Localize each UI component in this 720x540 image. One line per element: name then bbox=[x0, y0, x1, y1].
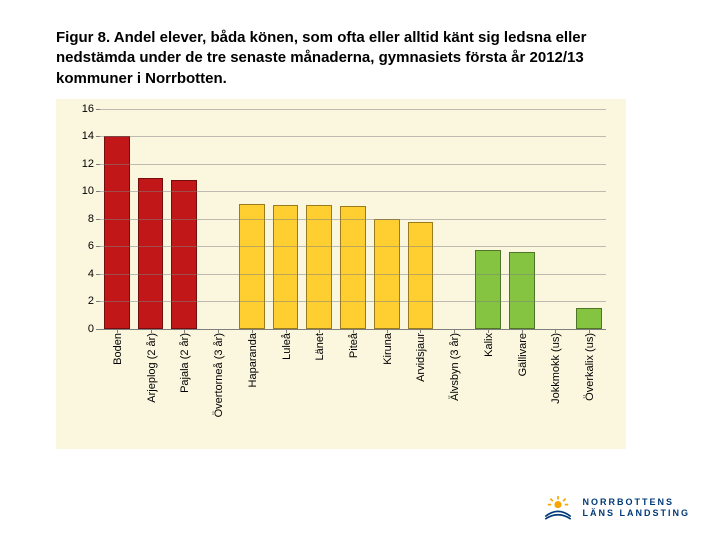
x-tick bbox=[522, 329, 523, 333]
x-tick bbox=[184, 329, 185, 333]
brand-logo: NORRBOTTENS LÄNS LANDSTING bbox=[541, 494, 691, 522]
bar bbox=[475, 250, 501, 328]
x-axis-labels: Boden Arjeplog (2 år) Pajala (2 år) Övertor… bbox=[100, 333, 606, 449]
x-tick bbox=[488, 329, 489, 333]
x-tick bbox=[218, 329, 219, 333]
x-tick-label: Arvidsjaur bbox=[415, 333, 427, 382]
x-tick-label: Kalix bbox=[483, 333, 495, 357]
bar bbox=[239, 204, 265, 329]
y-tick-label: 16 bbox=[82, 103, 94, 115]
x-tick-label: Luleå bbox=[281, 333, 293, 360]
y-tick-label: 2 bbox=[88, 295, 94, 307]
x-tick-label: Länet bbox=[314, 333, 326, 361]
x-tick bbox=[420, 329, 421, 333]
x-tick bbox=[117, 329, 118, 333]
bar bbox=[104, 136, 130, 329]
bar bbox=[273, 205, 299, 329]
y-tick bbox=[96, 329, 100, 330]
y-tick bbox=[96, 301, 100, 302]
x-tick bbox=[387, 329, 388, 333]
x-tick-label: Arjeplog (2 år) bbox=[146, 333, 158, 403]
y-tick bbox=[96, 164, 100, 165]
grid-line bbox=[100, 191, 606, 192]
grid-line bbox=[100, 274, 606, 275]
bar bbox=[576, 308, 602, 329]
plot-area: 0246810121416 bbox=[100, 109, 606, 329]
brand-line1: NORRBOTTENS bbox=[583, 497, 691, 508]
y-tick-label: 4 bbox=[88, 268, 94, 280]
y-tick bbox=[96, 136, 100, 137]
bar bbox=[306, 205, 332, 329]
y-tick-label: 14 bbox=[82, 130, 94, 142]
chart-container: 0246810121416 BodenArjeplog (2 år)Pajala… bbox=[56, 99, 626, 449]
x-tick-label: Överkalix (us) bbox=[584, 333, 596, 401]
x-tick bbox=[151, 329, 152, 333]
y-tick bbox=[96, 191, 100, 192]
brand-line2: LÄNS LANDSTING bbox=[583, 508, 691, 519]
grid-line bbox=[100, 109, 606, 110]
bar bbox=[408, 222, 434, 329]
figure-title: Figur 8. Andel elever, båda könen, som o… bbox=[56, 28, 656, 89]
grid-line bbox=[100, 136, 606, 137]
x-tick bbox=[319, 329, 320, 333]
bar bbox=[340, 206, 366, 328]
y-tick-label: 12 bbox=[82, 158, 94, 170]
y-tick bbox=[96, 219, 100, 220]
grid-line bbox=[100, 219, 606, 220]
y-tick bbox=[96, 274, 100, 275]
sun-icon bbox=[541, 494, 575, 522]
grid-line bbox=[100, 164, 606, 165]
y-tick bbox=[96, 109, 100, 110]
x-tick-label: Boden bbox=[112, 333, 124, 365]
x-tick bbox=[252, 329, 253, 333]
y-tick-label: 6 bbox=[88, 240, 94, 252]
y-tick-label: 8 bbox=[88, 213, 94, 225]
x-tick-label: Gällivare bbox=[517, 333, 529, 376]
x-tick-label: Jokkmokk (us) bbox=[550, 333, 562, 404]
x-tick-label: Piteå bbox=[348, 333, 360, 358]
y-tick bbox=[96, 246, 100, 247]
x-tick-label: Kiruna bbox=[382, 333, 394, 365]
bar bbox=[171, 180, 197, 329]
x-tick bbox=[286, 329, 287, 333]
x-tick bbox=[353, 329, 354, 333]
x-tick bbox=[589, 329, 590, 333]
grid-line bbox=[100, 246, 606, 247]
x-tick-label: Pajala (2 år) bbox=[179, 333, 191, 393]
bar bbox=[509, 252, 535, 329]
x-tick-label: Övertorneå (3 år) bbox=[213, 333, 225, 417]
x-tick-label: Älvsbyn (3 år) bbox=[449, 333, 461, 401]
x-tick bbox=[454, 329, 455, 333]
grid-line bbox=[100, 301, 606, 302]
y-tick-label: 0 bbox=[88, 323, 94, 335]
x-tick bbox=[555, 329, 556, 333]
x-tick-label: Haparanda bbox=[247, 333, 259, 387]
brand-text: NORRBOTTENS LÄNS LANDSTING bbox=[583, 497, 691, 519]
bar bbox=[138, 178, 164, 329]
y-tick-label: 10 bbox=[82, 185, 94, 197]
